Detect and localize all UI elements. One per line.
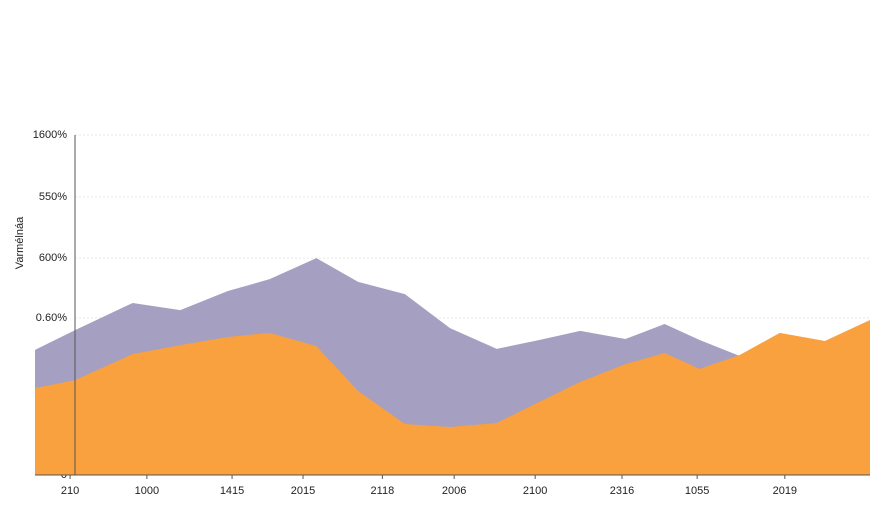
x-tick-label: 2118 bbox=[371, 485, 395, 497]
y-tick-label: 1600% bbox=[33, 129, 67, 141]
x-tick-label: 1000 bbox=[135, 485, 159, 497]
y-tick-label: 550% bbox=[39, 191, 67, 203]
y-axis-title: Varmélnáa bbox=[14, 216, 26, 269]
x-tick-label: 2019 bbox=[773, 485, 797, 497]
y-tick-label: 600% bbox=[39, 252, 67, 264]
x-tick-label: 2316 bbox=[610, 485, 634, 497]
x-tick-label: 1055 bbox=[685, 485, 709, 497]
x-tick-label: 2100 bbox=[523, 485, 547, 497]
y-tick-label: 0.60% bbox=[36, 312, 67, 324]
x-tick-label: 1415 bbox=[220, 485, 244, 497]
x-tick-label: 2006 bbox=[442, 485, 466, 497]
x-tick-label: 210 bbox=[61, 485, 79, 497]
x-tick-label: 2015 bbox=[291, 485, 315, 497]
area bbox=[35, 319, 870, 475]
